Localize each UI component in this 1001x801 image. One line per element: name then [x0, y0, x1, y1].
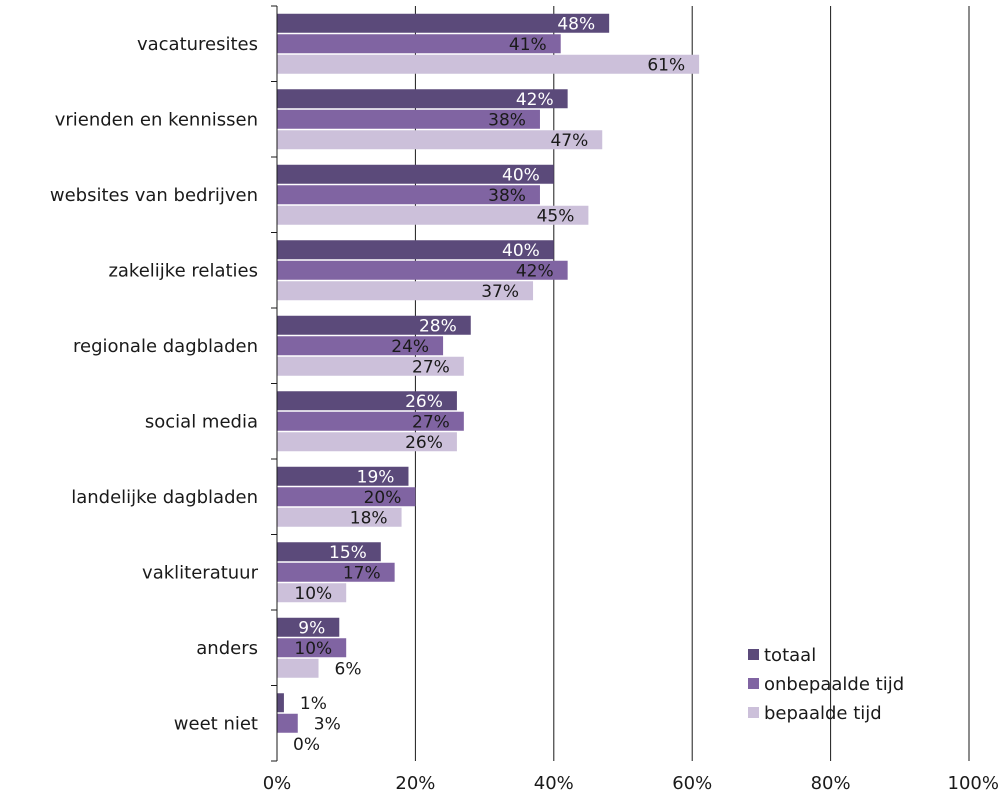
- bar-bepaalde-tijd: [277, 583, 347, 603]
- data-label: 26%: [405, 392, 443, 412]
- x-tick-labels: 0% 20% 40% 60% 80% 100%: [263, 773, 999, 794]
- data-label: 20%: [364, 488, 402, 508]
- data-label: 38%: [488, 110, 526, 130]
- data-label: 0%: [293, 735, 320, 755]
- bar-onbepaalde-tijd: [277, 638, 347, 658]
- y-axis: [271, 5, 278, 762]
- bar-onbepaalde-tijd: [277, 260, 568, 280]
- data-label: 19%: [357, 467, 395, 487]
- data-label: 18%: [350, 508, 388, 528]
- data-label: 45%: [537, 206, 575, 226]
- data-label: 9%: [298, 618, 325, 638]
- legend-entry: onbepaalde tijd: [764, 674, 904, 695]
- data-label: 24%: [391, 337, 429, 357]
- data-label: 27%: [412, 412, 450, 432]
- bar-bepaalde-tijd: [277, 281, 534, 301]
- data-label: 15%: [329, 543, 367, 563]
- category-label: weet niet: [174, 713, 258, 734]
- legend: totaal onbepaalde tijd bepaalde tijd: [748, 645, 904, 724]
- bar-onbepaalde-tijd: [277, 562, 395, 582]
- x-tick-label: 80%: [811, 773, 851, 794]
- data-label: 28%: [419, 316, 457, 336]
- data-label: 40%: [502, 241, 540, 261]
- data-label: 61%: [647, 55, 685, 75]
- data-label: 37%: [481, 282, 519, 302]
- bars: 48%41%61%42%38%47%40%38%45%40%42%37%28%2…: [277, 13, 700, 755]
- data-label: 1%: [300, 694, 327, 714]
- bar-bepaalde-tijd: [277, 432, 457, 452]
- x-tick-label: 100%: [948, 773, 999, 794]
- x-tick-label: 60%: [672, 773, 712, 794]
- bar-totaal: [277, 315, 471, 335]
- data-label: 10%: [294, 639, 332, 659]
- bar-totaal: [277, 693, 284, 713]
- data-label: 27%: [412, 357, 450, 377]
- data-label: 41%: [509, 35, 547, 55]
- category-label: landelijke dagbladen: [71, 487, 258, 508]
- data-label: 6%: [335, 659, 362, 679]
- bar-totaal: [277, 13, 610, 33]
- x-tick-label: 20%: [395, 773, 435, 794]
- legend-swatch: [748, 649, 759, 660]
- data-label: 40%: [502, 165, 540, 185]
- bar-totaal: [277, 542, 381, 562]
- bar-onbepaalde-tijd: [277, 109, 540, 129]
- bar-bepaalde-tijd: [277, 54, 700, 74]
- bar-onbepaalde-tijd: [277, 336, 444, 356]
- bar-totaal: [277, 240, 554, 260]
- legend-entry: bepaalde tijd: [764, 703, 882, 724]
- bar-bepaalde-tijd: [277, 205, 589, 225]
- bar-bepaalde-tijd: [277, 658, 319, 678]
- legend-swatch: [748, 707, 759, 718]
- category-label: vakliteratuur: [142, 562, 259, 583]
- data-label: 3%: [314, 714, 341, 734]
- data-label: 47%: [550, 131, 588, 151]
- bar-totaal: [277, 617, 340, 637]
- bar-onbepaalde-tijd: [277, 487, 416, 507]
- legend-swatch: [748, 678, 759, 689]
- x-tick-label: 0%: [263, 773, 292, 794]
- data-label: 42%: [516, 261, 554, 281]
- bar-totaal: [277, 466, 409, 486]
- bar-totaal: [277, 89, 568, 109]
- category-label: websites van bedrijven: [50, 185, 258, 206]
- category-label: social media: [145, 411, 258, 432]
- bar-onbepaalde-tijd: [277, 34, 561, 54]
- bar-totaal: [277, 391, 457, 411]
- category-label: vacaturesites: [137, 34, 258, 55]
- data-label: 38%: [488, 186, 526, 206]
- bar-onbepaalde-tijd: [277, 713, 298, 733]
- category-label: regionale dagbladen: [73, 336, 258, 357]
- data-label: 10%: [294, 584, 332, 604]
- x-tick-label: 40%: [534, 773, 574, 794]
- category-labels: vacaturesites vrienden en kennissen websit…: [50, 34, 259, 735]
- data-label: 26%: [405, 433, 443, 453]
- data-label: 42%: [516, 90, 554, 110]
- data-label: 17%: [343, 563, 381, 583]
- legend-entry: totaal: [764, 645, 816, 666]
- data-label: 48%: [557, 14, 595, 34]
- bar-bepaalde-tijd: [277, 130, 603, 150]
- category-label: anders: [196, 638, 258, 659]
- category-label: vrienden en kennissen: [55, 109, 258, 130]
- category-label: zakelijke relaties: [108, 260, 258, 281]
- bar-bepaalde-tijd: [277, 507, 402, 527]
- bar-onbepaalde-tijd: [277, 185, 540, 205]
- bar-onbepaalde-tijd: [277, 411, 464, 431]
- bar-totaal: [277, 164, 554, 184]
- bar-bepaalde-tijd: [277, 356, 464, 376]
